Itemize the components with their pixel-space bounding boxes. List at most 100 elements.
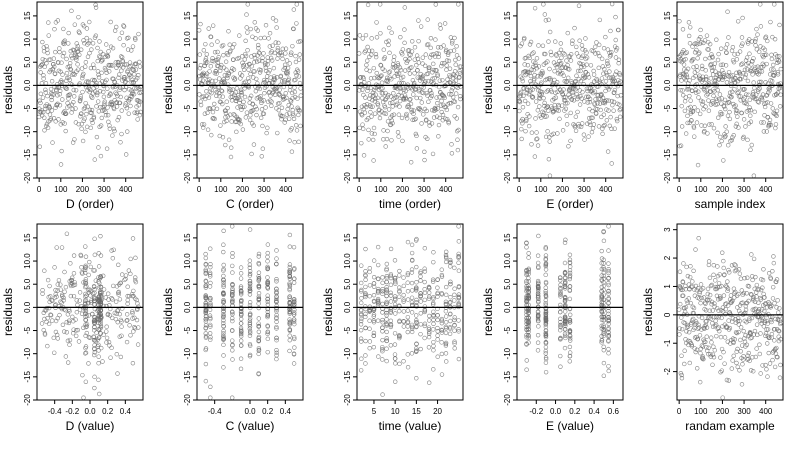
data-point [98,123,104,128]
data-point [95,69,101,74]
data-point [734,267,739,273]
data-point [453,57,458,63]
data-point [764,129,770,134]
data-point [752,286,757,292]
data-point [291,317,297,322]
data-point [86,361,91,366]
data-point [371,125,377,131]
data-point [247,271,253,277]
data-point [241,67,247,72]
data-point [562,327,568,332]
data-point [83,379,89,384]
data-point [443,351,449,356]
data-point [777,306,782,311]
data-point [297,52,302,57]
y-tick-label: -15 [503,371,512,383]
data-point [380,275,385,280]
data-point [114,100,120,105]
data-point [242,104,247,109]
data-point [456,284,462,290]
data-point [706,98,711,103]
data-point [741,87,747,92]
data-point [45,343,50,349]
data-point [567,320,573,325]
data-point [256,334,262,340]
data-point [119,272,125,277]
data-point [132,324,137,330]
data-point [608,52,614,58]
data-point [363,269,368,274]
data-point [121,43,126,48]
data-point [775,72,781,77]
data-point [769,52,774,58]
data-point [99,290,104,295]
data-point [558,41,563,46]
data-point [412,71,417,76]
data-point [764,92,770,98]
data-point [358,336,364,341]
data-point [695,108,701,113]
data-point [429,121,435,126]
data-point [727,109,732,115]
data-point [518,43,523,49]
data-point [683,131,689,136]
y-axis-label: residuals [1,288,15,336]
data-point [125,301,130,306]
data-point [405,239,411,245]
data-point [56,117,61,122]
data-point [540,69,545,74]
x-tick-label: 400 [119,185,133,194]
data-point [751,256,757,262]
data-point [731,101,736,107]
data-point [52,26,57,32]
data-point [384,39,389,45]
data-point [701,106,706,112]
data-point [517,99,523,105]
data-point [746,108,751,113]
data-point [80,271,85,276]
data-point [543,355,549,360]
data-point [357,33,362,38]
data-point [102,101,107,106]
data-point [456,224,461,229]
plot-frame [36,1,144,179]
data-point [363,32,369,38]
data-point [99,295,105,300]
y-tick-label: 0.0 [23,301,32,313]
data-point [392,276,398,281]
data-point [256,329,262,334]
data-point [209,132,214,138]
data-point [203,295,208,301]
data-point [123,101,128,106]
data-point [401,324,407,329]
data-point [371,258,377,263]
y-tick-label: -20 [503,394,512,406]
data-point [358,368,364,373]
data-point [567,344,573,350]
data-point [217,76,222,81]
data-point [449,151,455,156]
data-point [37,98,42,103]
data-point [756,100,761,105]
data-point [71,94,77,99]
data-point [543,309,549,315]
data-point [573,128,579,133]
data-point [265,259,270,264]
data-point [680,287,685,293]
data-point [279,105,285,111]
data-point [724,42,730,47]
data-point [563,280,568,285]
y-tick-label: -15 [183,149,192,161]
data-point [384,299,389,305]
data-point [719,138,724,144]
data-point [431,339,436,345]
y-tick-label: 10.0 [23,31,32,47]
data-point [298,86,303,91]
data-point [287,317,292,322]
data-point [413,131,419,137]
data-point [745,353,750,358]
data-point [398,89,403,95]
data-point [380,357,385,362]
data-point [265,99,271,105]
